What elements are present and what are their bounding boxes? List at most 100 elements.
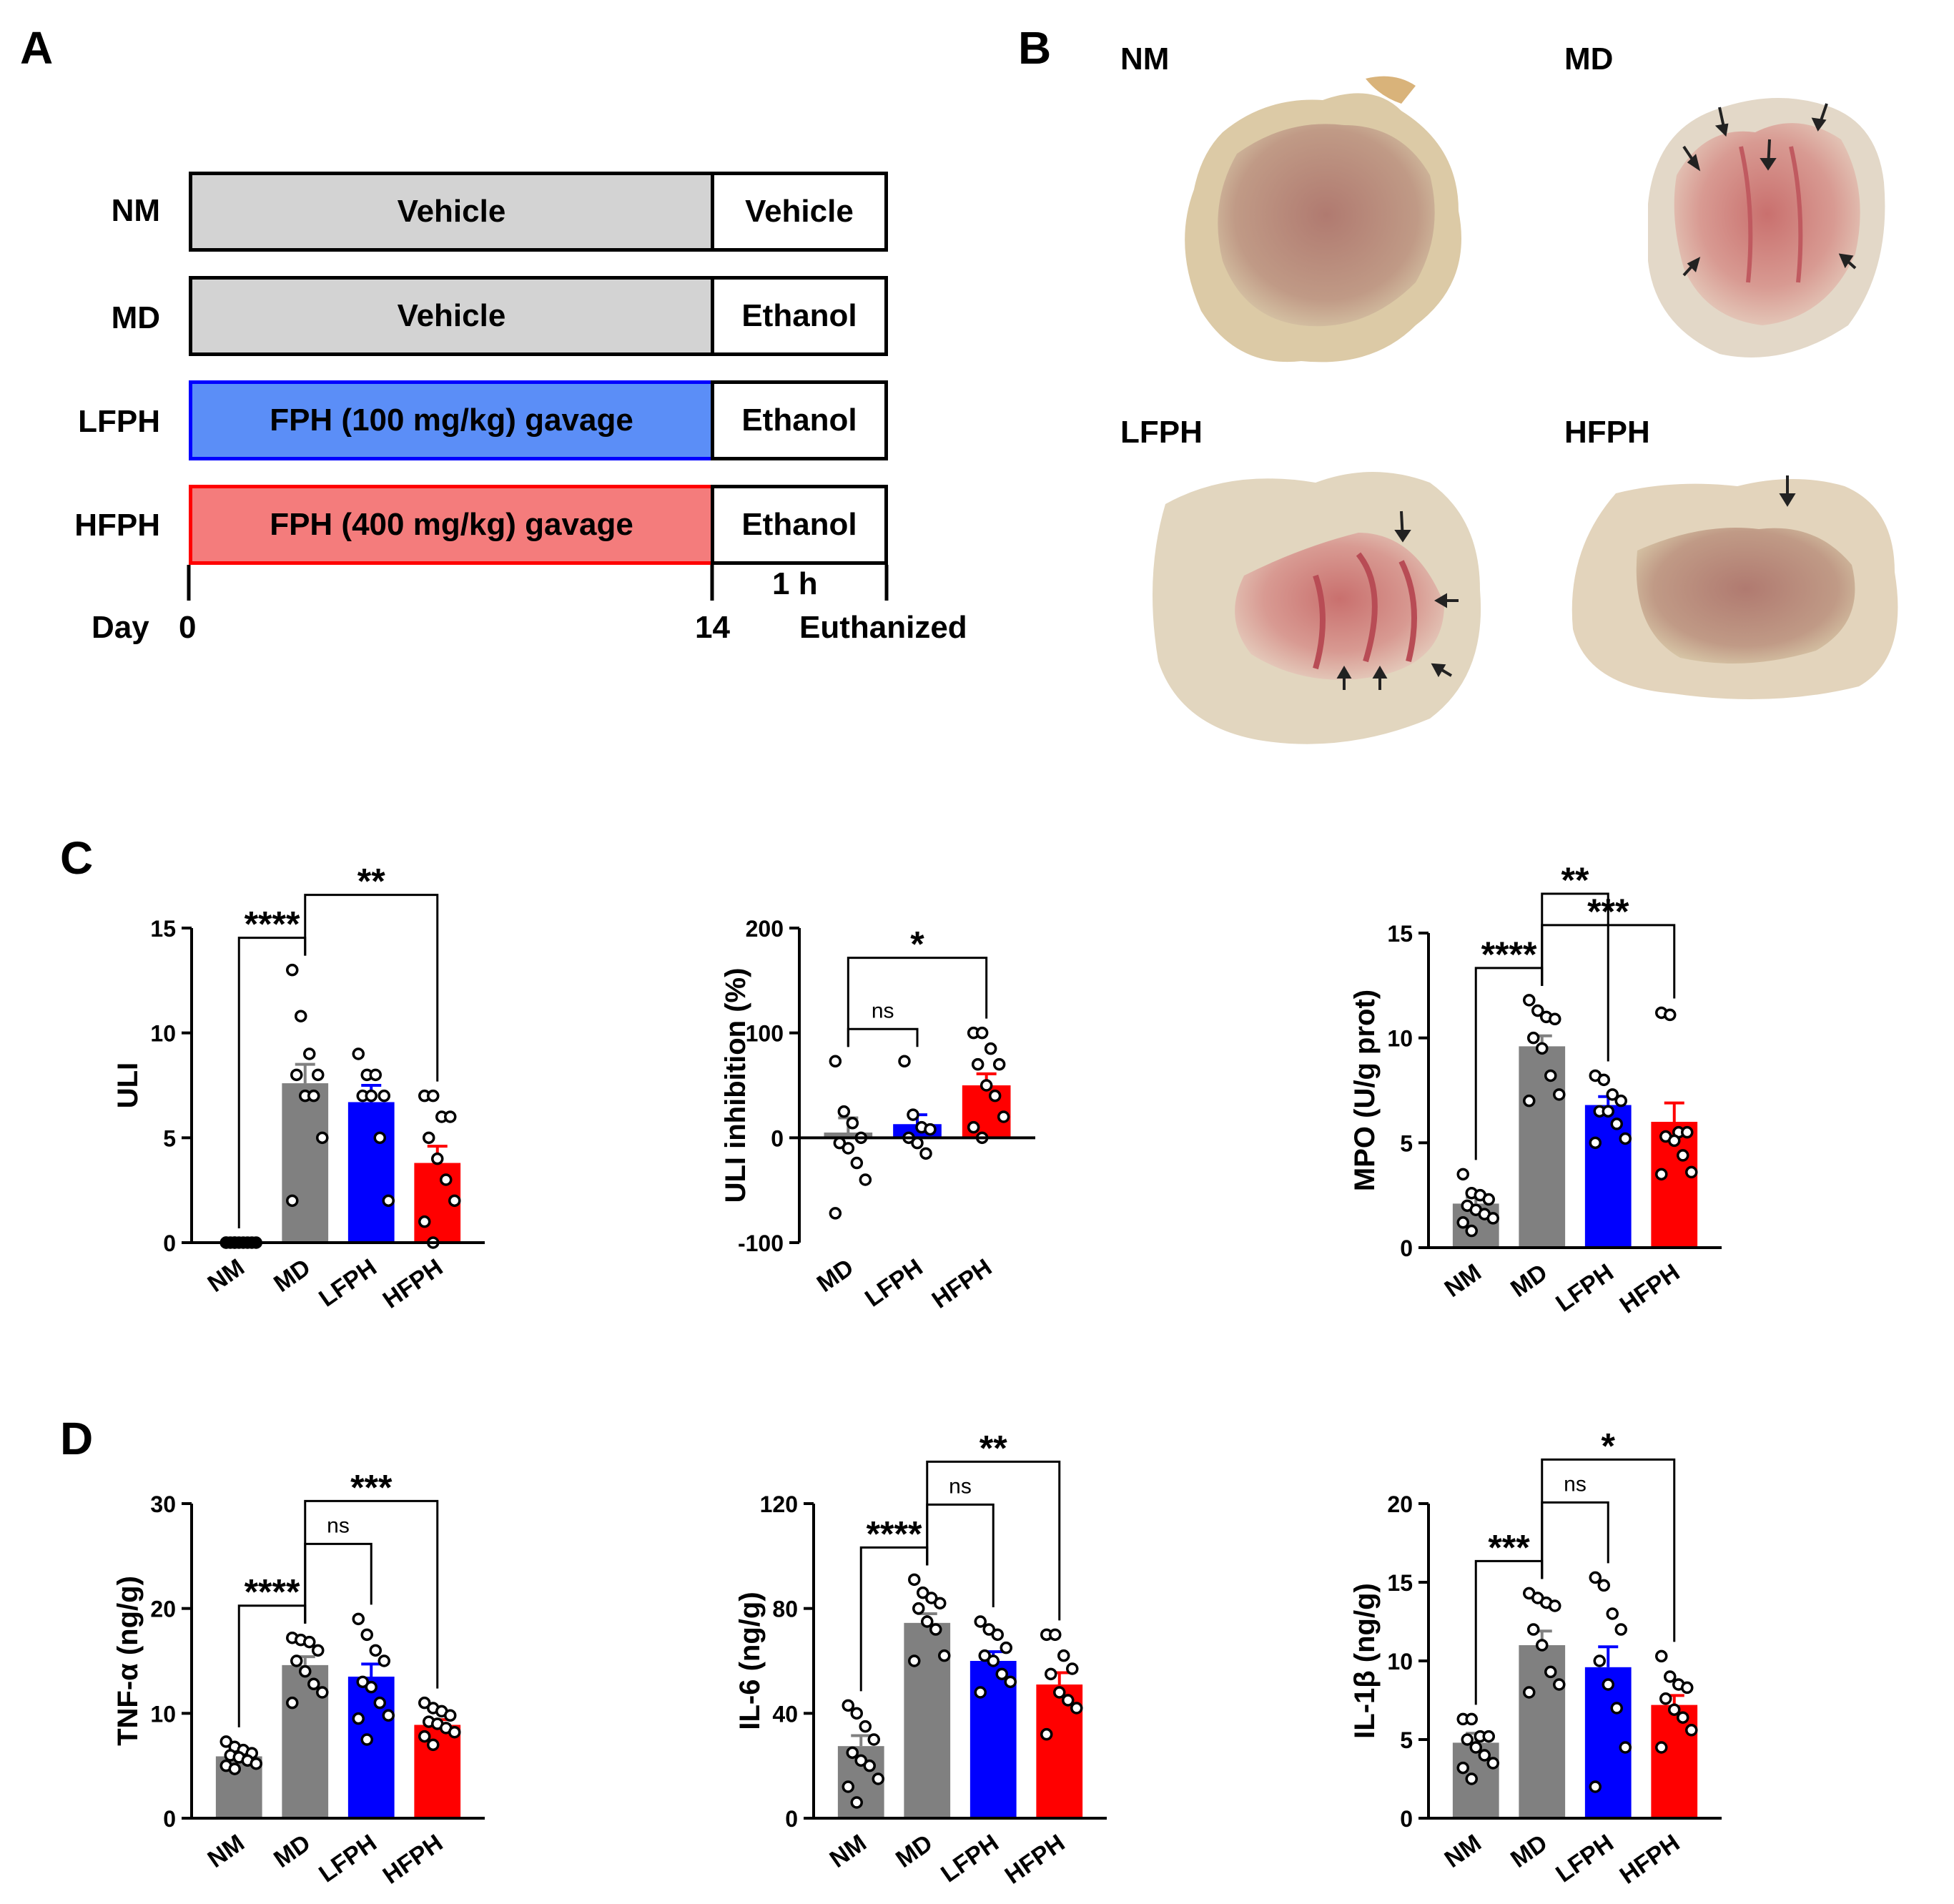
data-point [1549,1012,1561,1026]
photo-label-md: MD [1564,41,1614,77]
challenge-box-md: Ethanol [711,276,888,356]
significance-label: **** [1481,934,1537,975]
y-tick-label: 0 [163,1230,176,1256]
data-point [1053,1686,1066,1699]
significance-label: *** [1488,1527,1530,1567]
significance-label: ns [327,1514,350,1537]
data-point [1685,1165,1698,1179]
data-point [316,1686,329,1699]
bar-lfph [1584,1105,1632,1248]
x-tick-label: LFPH [1551,1829,1619,1888]
data-point [1553,1088,1566,1101]
data-point [312,1068,325,1082]
lesion-arrows [1336,510,1459,690]
stomach-photo-hfph [1571,475,1898,699]
data-point [934,1597,947,1610]
data-point [316,1131,329,1145]
data-point [1527,1031,1540,1045]
challenge-text: Ethanol [741,403,857,438]
data-point [859,1173,872,1186]
data-point [837,1105,851,1118]
data-point [352,1712,365,1725]
x-tick-label: LFPH [314,1829,382,1888]
data-point [1536,1042,1549,1055]
data-point [373,1131,386,1145]
data-point [299,1664,312,1678]
data-point [418,1730,431,1743]
y-axis-title: IL-1β (ng/g) [1349,1583,1381,1739]
timeline-endpoint: Euthanized [799,610,967,645]
x-tick-label: LFPH [314,1253,382,1312]
data-point [1668,1703,1681,1716]
data-point [286,963,299,977]
data-point [1523,994,1536,1007]
data-point [303,1047,316,1060]
y-tick-label: 15 [150,916,176,942]
y-tick-label: 10 [150,1701,176,1727]
data-point [431,1152,444,1165]
challenge-text: Ethanol [741,507,857,542]
data-point [974,1686,987,1699]
data-point [911,1136,924,1150]
data-point [1004,1675,1017,1689]
x-tick-label: LFPH [1551,1258,1619,1317]
data-point [1593,1654,1606,1667]
data-point [1070,1702,1083,1715]
data-point [1655,1168,1668,1181]
data-point [829,1207,842,1220]
data-point [842,1142,855,1155]
data-point [286,1696,299,1710]
data-point [418,1215,431,1228]
y-tick-label: 15 [1387,1570,1413,1596]
data-point [1602,1678,1614,1691]
row-label-hfph: HFPH [74,508,160,543]
data-point [444,1709,457,1722]
data-point [924,1123,937,1136]
significance-label: ns [1564,1472,1587,1496]
lesion-arrows [1779,475,1796,507]
data-point [286,1194,299,1208]
data-point [228,1762,241,1775]
y-tick-label: 10 [1387,1649,1413,1674]
challenge-box-lfph: Ethanol [711,380,888,460]
data-point [1469,1741,1482,1754]
data-point [307,1089,320,1103]
data-point [352,1612,365,1626]
data-point [982,1623,995,1636]
data-point [971,1057,985,1071]
y-tick-label: 5 [163,1125,176,1151]
panel-letter-c: C [60,832,94,884]
treatment-text: FPH (400 mg/kg) gavage [270,507,633,542]
x-tick-label: MD [1506,1829,1552,1873]
data-point [1664,1008,1677,1022]
data-point [1668,1134,1681,1148]
significance-label: ns [949,1474,972,1498]
data-point [912,1602,925,1615]
bar-md [1519,1645,1566,1818]
data-point [929,1623,942,1636]
chart-uli-inhibition: MD LFPH HFPH -100 0 100 200 ULI inhibition (%) n… [720,916,1035,1314]
data-point [1536,1639,1549,1652]
data-point [907,1108,919,1121]
data-point [1681,1125,1694,1139]
bar-lfph [347,1102,395,1243]
significance-bracket [847,1027,919,1047]
data-point [1465,1772,1478,1785]
data-point [1486,1212,1499,1225]
significance-bracket [926,1503,995,1607]
data-point [250,1757,262,1770]
y-tick-label: 10 [150,1021,176,1047]
data-point [863,1759,876,1772]
data-point [938,1649,951,1662]
significance-bracket [304,1499,439,1689]
significance-label: **** [867,1514,922,1554]
significance-label: * [910,924,924,965]
data-point [418,1696,431,1710]
row-label-md: MD [111,300,160,335]
data-point [1685,1724,1698,1737]
significance-label: ** [1561,860,1589,900]
x-tick-label: HFPH [927,1253,997,1313]
y-axis-title: MPO (U/g prot) [1349,990,1381,1191]
data-point [365,1089,378,1103]
